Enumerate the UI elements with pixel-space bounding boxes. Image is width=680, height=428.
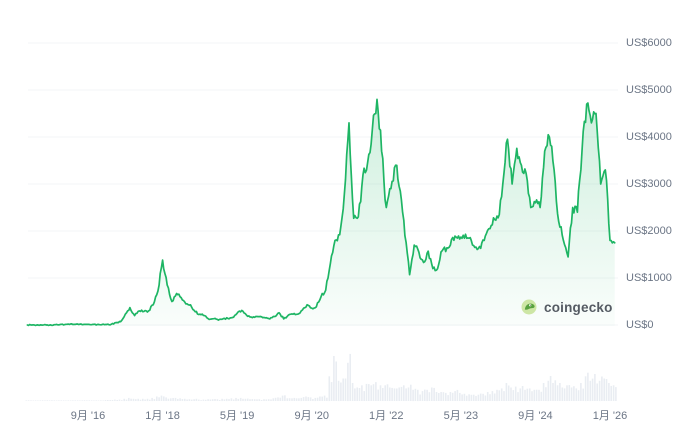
- x-axis-label: 5月 '19: [219, 410, 255, 422]
- y-axis-label: US$2000: [626, 225, 672, 237]
- y-axis-label: US$6000: [626, 37, 672, 49]
- x-axis-label: 9月 '16: [70, 410, 106, 422]
- x-axis-label: 9月 '24: [518, 410, 553, 422]
- y-axis-label: US$0: [626, 319, 654, 331]
- y-axis-label: US$5000: [626, 84, 672, 96]
- y-axis-label: US$1000: [626, 272, 672, 284]
- x-axis-label: 1月 '22: [369, 410, 404, 422]
- x-axis-label: 5月 '23: [443, 410, 479, 422]
- y-axis-label: US$3000: [626, 178, 672, 190]
- x-axis-label: 1月 '26: [592, 410, 628, 422]
- x-axis-label: 1月 '18: [145, 410, 180, 422]
- coingecko-logo-icon: [520, 298, 538, 316]
- coingecko-watermark[interactable]: coingecko: [520, 298, 613, 316]
- coingecko-label: coingecko: [544, 299, 613, 315]
- x-axis-label: 9月 '20: [294, 410, 329, 422]
- y-axis-label: US$4000: [626, 131, 672, 143]
